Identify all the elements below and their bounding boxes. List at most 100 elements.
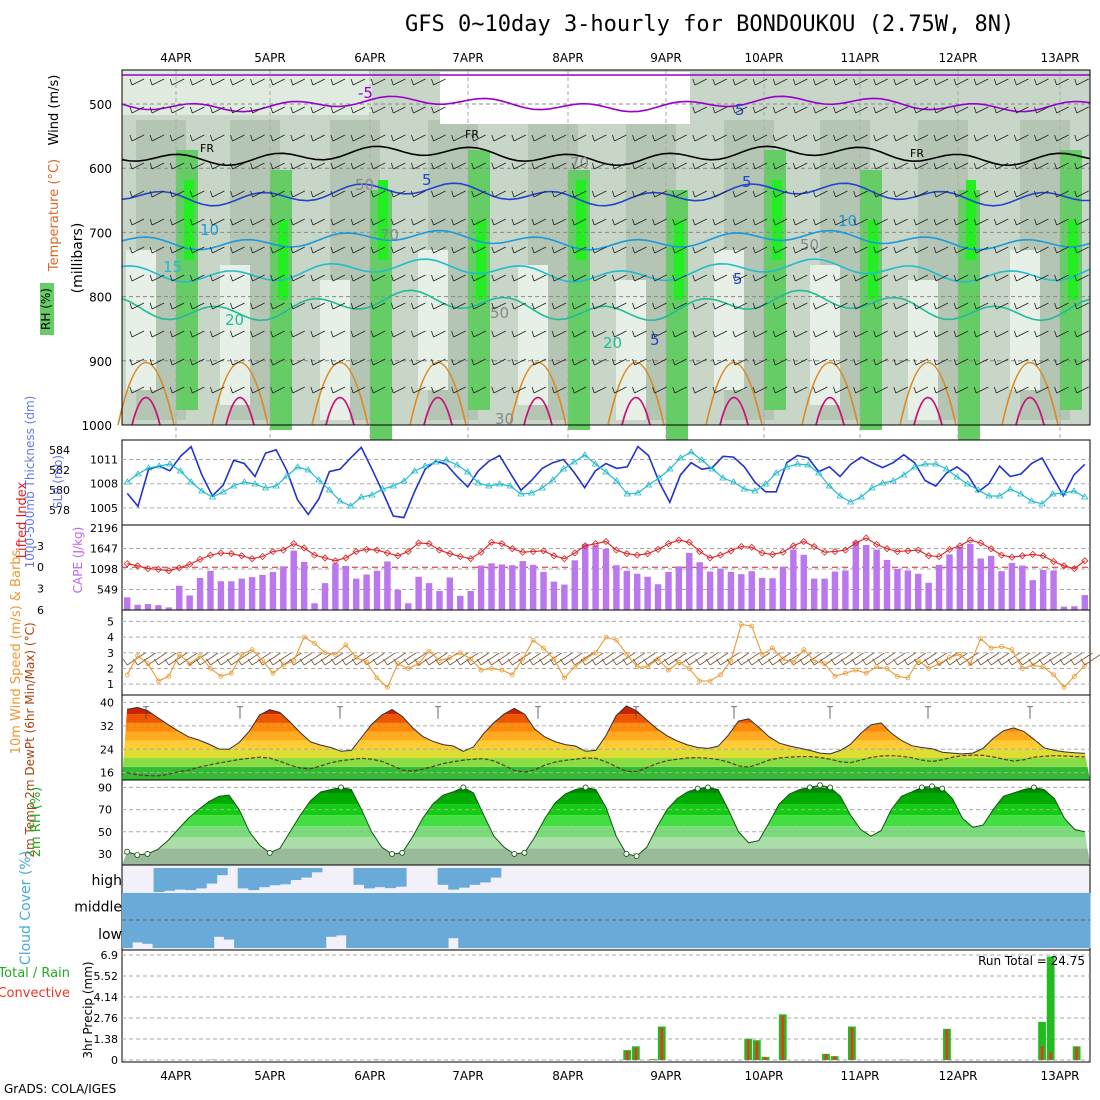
cloud-bar-middle [266, 893, 277, 920]
cloud-bar-low [448, 920, 459, 939]
panel-frame [121, 69, 1091, 426]
lifted-index-point [935, 552, 943, 561]
wind-barb [471, 358, 486, 366]
wind-barb-10m [632, 652, 656, 666]
wind-barb-10m [830, 652, 854, 666]
slp-tick-label: 1008 [90, 478, 118, 491]
wind-speed-point [135, 653, 141, 659]
wind-barb [571, 246, 587, 254]
wind-barb [652, 386, 667, 394]
cape-bar [311, 603, 318, 610]
cloud-bar-low [712, 920, 724, 948]
lifted-index-point [852, 539, 860, 547]
wind-barb [772, 302, 788, 310]
thickness-point [368, 491, 376, 498]
wind-barb [833, 302, 848, 310]
wind-barb [792, 246, 808, 254]
cloud-bar-middle [853, 893, 864, 920]
cape-bar [602, 548, 610, 610]
thickness-point [166, 460, 174, 467]
wind-barb-10m [684, 652, 708, 666]
wind-barb [471, 246, 486, 254]
wind-barb [511, 134, 527, 142]
wind-barb [813, 162, 828, 170]
wind-barb [813, 246, 828, 254]
wind-barb [1074, 78, 1089, 86]
wind-barb [732, 274, 748, 282]
contour-label: FR [200, 142, 214, 155]
dewpoint-line [126, 754, 1085, 777]
wind-barb [491, 274, 506, 282]
wind-barb [933, 358, 949, 366]
cloud-bar-middle [245, 893, 257, 920]
lifted-index-point [800, 537, 808, 546]
cape-bar [623, 570, 631, 610]
temperature-contour-25 [1001, 361, 1059, 426]
cloud-bar-high [395, 868, 407, 887]
thickness-point [974, 486, 983, 493]
wind-barb [250, 246, 265, 254]
wind-barb [1054, 78, 1069, 86]
wind-barb [1034, 302, 1049, 310]
wind-barb [973, 358, 989, 366]
cloud-bar-middle [183, 893, 195, 920]
wind-barb [933, 218, 949, 226]
cape-bar [415, 576, 422, 610]
wind-barb [350, 134, 366, 142]
wind-barb [290, 386, 305, 394]
wind-barb [732, 218, 748, 226]
wind-barb-10m [695, 652, 718, 666]
top-date-label: 13APR [1040, 51, 1079, 65]
wind-barb [411, 106, 426, 114]
thickness-point [1059, 489, 1068, 496]
wind-barb [169, 218, 185, 226]
cape-bar [123, 597, 131, 610]
chart-title: GFS 0~10day 3-hourly for BONDOUKOU (2.75… [405, 12, 1015, 37]
lifted-index-point [279, 546, 287, 554]
wind-barb [813, 78, 828, 86]
cloud-bar-low [763, 920, 775, 948]
wind-barb [169, 190, 185, 198]
cloud-bar-middle [987, 893, 998, 920]
contour-label: 15 [163, 258, 182, 276]
wind-barb [149, 246, 165, 254]
cloud-bar-high [300, 868, 312, 878]
lifted-index-point [519, 548, 527, 556]
cloud-bar-low [417, 920, 429, 948]
cloud-bar-middle [564, 893, 576, 920]
cloud-bar-low [743, 920, 755, 948]
cloud-bar-low [631, 920, 643, 948]
cloud-bar-middle [801, 893, 813, 920]
cloud-bar-low [132, 920, 143, 943]
thickness-point [432, 458, 440, 465]
wind-speed-point [686, 666, 692, 671]
wind-barb [853, 330, 868, 338]
wind-barb [491, 330, 506, 338]
cloud-bar-low [183, 920, 194, 948]
wind-barb [270, 358, 285, 366]
wind-speed-point [624, 651, 630, 657]
wind-speed-point [728, 658, 734, 664]
cloud-bar-low [519, 920, 531, 948]
wind-barb [1074, 106, 1089, 114]
wind-barb-10m [1070, 652, 1093, 666]
cloud-bar-low [957, 920, 969, 948]
wind-barb [893, 246, 908, 254]
lifted-index-point [654, 545, 662, 553]
wind-barb [310, 330, 326, 338]
cape-bar [779, 566, 787, 610]
cape-bar [342, 565, 350, 610]
wind-barb [210, 358, 225, 366]
precip-tick-label: 2.76 [94, 1012, 119, 1025]
wind-barb [833, 162, 848, 170]
max-temp-marker [731, 706, 737, 719]
wind-speed-point [1071, 673, 1077, 679]
thickness-point [474, 479, 483, 486]
cloud-bar-low [478, 920, 490, 948]
cloud-bar-low [152, 920, 164, 948]
wind-barb-10m [747, 652, 770, 666]
cloud-bar-low [998, 920, 1009, 948]
rh-extreme-point [266, 849, 273, 856]
wind-barb [612, 358, 627, 366]
wind-speed-point [1030, 662, 1036, 668]
